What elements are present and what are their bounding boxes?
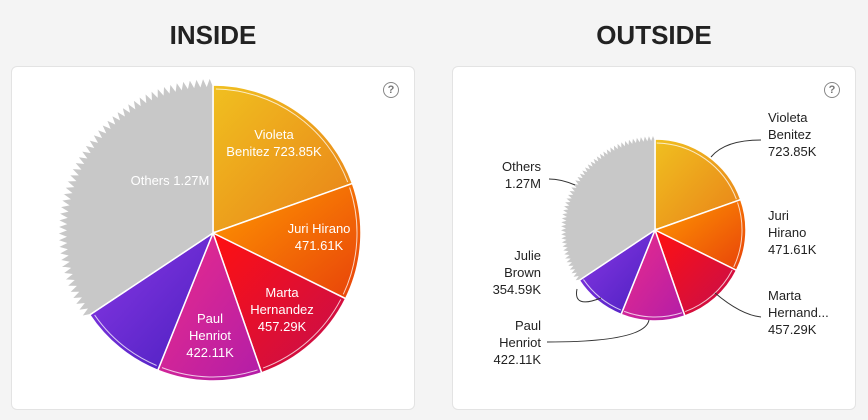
leader-line — [714, 292, 762, 318]
pie-slice-marta-hernandez[interactable] — [211, 231, 347, 374]
slice-label-others: Others 1.27M — [131, 173, 210, 188]
chart-card-outside: ? Violeta Benitez 723.85K Juri Hirano 471.61K… — [452, 66, 856, 410]
pie-slice-paul-henriot[interactable] — [156, 230, 263, 382]
pie-slice-rim — [342, 187, 358, 295]
pie-slice-rim — [733, 202, 743, 268]
pie-slice-rim — [623, 310, 683, 318]
pie-slice-rim — [94, 314, 157, 366]
pie-slice-violeta-benitez[interactable] — [654, 138, 742, 232]
pie-slice-rim — [161, 367, 258, 378]
pie-slice-others[interactable] — [54, 74, 214, 318]
slice-label-juri-hirano: Juri Hirano 471.61K — [288, 221, 351, 253]
pie-slice-juri-hirano[interactable] — [211, 182, 362, 300]
leader-line — [548, 178, 576, 186]
panel-title-outside: OUTSIDE — [596, 20, 712, 50]
slice-label-julie-brown: Julie Brown 354.59K — [493, 248, 542, 297]
slice-label-violeta-benitez: Violeta Benitez 723.85K — [226, 127, 322, 159]
pie-chart-inside: Violeta Benitez 723.85K Juri Hirano 471.61K… — [54, 74, 362, 382]
pie-slice-rim — [262, 299, 342, 369]
pie-slice-julie-brown[interactable] — [88, 231, 215, 372]
help-icon[interactable]: ? — [824, 82, 840, 98]
slice-label-violeta-benitez: Violeta Benitez 723.85K — [768, 110, 817, 159]
panel-title-inside: INSIDE — [169, 20, 257, 50]
pie-slice-rim — [215, 88, 349, 183]
leader-line — [576, 288, 602, 303]
slice-label-others: Others 1.27M — [502, 159, 542, 191]
pie-slice-rim — [656, 142, 737, 200]
slice-label-marta-hernand: Marta Hernand... 457.29K — [768, 288, 829, 337]
pie-chart-outside: Violeta Benitez 723.85K Juri Hirano 471.61K Ma… — [493, 110, 829, 367]
pie-slice-others[interactable] — [556, 131, 656, 283]
leader-line — [710, 139, 762, 158]
pie-slice-rim — [685, 269, 733, 313]
chart-card-inside: ? Violeta Benitez 723.85K Juri Hirano 471.6… — [11, 66, 415, 410]
pie-slice-juri-hirano[interactable] — [653, 198, 747, 272]
pie-slice-paul-henriot[interactable] — [620, 227, 686, 322]
slice-label-juri-hirano: Juri Hirano 471.61K — [768, 208, 817, 257]
pie-slice-violeta-benitez[interactable] — [212, 84, 354, 235]
help-icon[interactable]: ? — [383, 82, 399, 98]
leader-line — [546, 319, 650, 343]
slice-label-paul-henriot: Paul Henriot 422.11K — [186, 311, 234, 360]
slice-label-marta-hernandez: Marta Hernandez 457.29K — [250, 285, 314, 334]
pie-slice-rim — [583, 279, 622, 311]
slice-label-paul-henriot: Paul Henriot 422.11K — [494, 318, 542, 367]
